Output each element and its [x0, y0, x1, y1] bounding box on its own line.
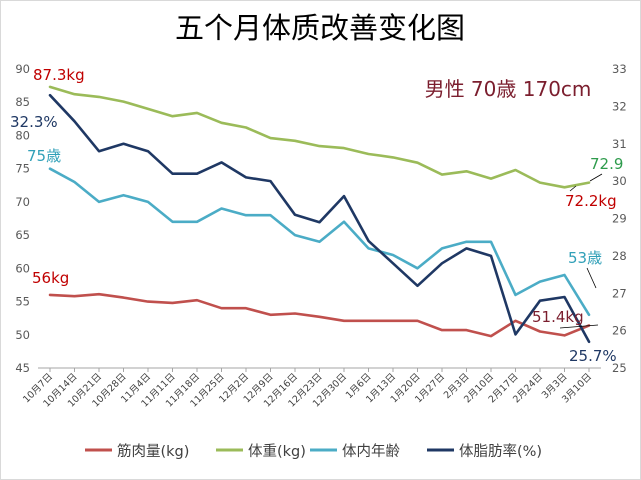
left-tick-label: 70	[15, 195, 30, 209]
age-end-label: 53歳	[568, 249, 602, 267]
age-end-leader	[586, 267, 597, 289]
weight-end-top-label: 72.9	[590, 155, 623, 173]
right-tick-label: 26	[612, 324, 627, 338]
series-line	[48, 85, 591, 189]
left-tick-label: 65	[15, 228, 30, 242]
muscle-end-label: 51.4kg	[532, 308, 584, 326]
muscle-end-leader	[559, 324, 599, 329]
left-tick-label: 80	[15, 128, 30, 142]
bodyfat-end-label: 25.7%	[569, 347, 617, 365]
right-tick-label: 33	[612, 62, 627, 76]
right-tick-label: 25	[612, 361, 627, 375]
series-line	[48, 167, 591, 317]
bodyfat-start-label: 32.3%	[10, 113, 58, 131]
annotations: 87.3kg 32.3% 75歳 56kg 72.9 72.2kg 53歳 51…	[10, 66, 623, 365]
right-tick-label: 29	[612, 212, 627, 226]
right-tick-label: 27	[612, 286, 627, 300]
right-tick-label: 28	[612, 249, 627, 263]
weight-start-label: 87.3kg	[33, 66, 85, 84]
chart-subtitle: 男性 70歳 170cm	[425, 77, 592, 101]
legend-label: 筋肉量(kg)	[117, 443, 189, 460]
age-start-label: 75歳	[27, 147, 61, 165]
series-lines	[48, 85, 591, 344]
legend-label: 体内年齢	[342, 443, 400, 460]
series-line	[48, 292, 591, 338]
left-tick-label: 60	[15, 261, 30, 275]
weight-end-bottom-label: 72.2kg	[565, 192, 617, 210]
right-tick-label: 31	[612, 137, 627, 151]
left-tick-label: 85	[15, 95, 30, 109]
legend-label: 体脂肪率(%)	[459, 443, 542, 460]
series-line	[48, 93, 591, 344]
muscle-start-label: 56kg	[32, 269, 69, 287]
legend: 筋肉量(kg) 体重(kg) 体内年齢 体脂肪率(%)	[85, 443, 542, 460]
left-tick-label: 45	[15, 361, 30, 375]
left-tick-label: 90	[15, 62, 30, 76]
chart-title: 五个月体质改善变化图	[175, 11, 465, 45]
right-tick-label: 32	[612, 99, 627, 113]
right-tick-label: 30	[612, 174, 627, 188]
left-tick-label: 75	[15, 162, 30, 176]
weight-end-top-leader	[589, 173, 603, 182]
left-tick-label: 55	[15, 295, 30, 309]
weight-end-bottom-leader	[569, 185, 577, 192]
legend-label: 体重(kg)	[248, 443, 306, 460]
left-tick-label: 50	[15, 328, 30, 342]
